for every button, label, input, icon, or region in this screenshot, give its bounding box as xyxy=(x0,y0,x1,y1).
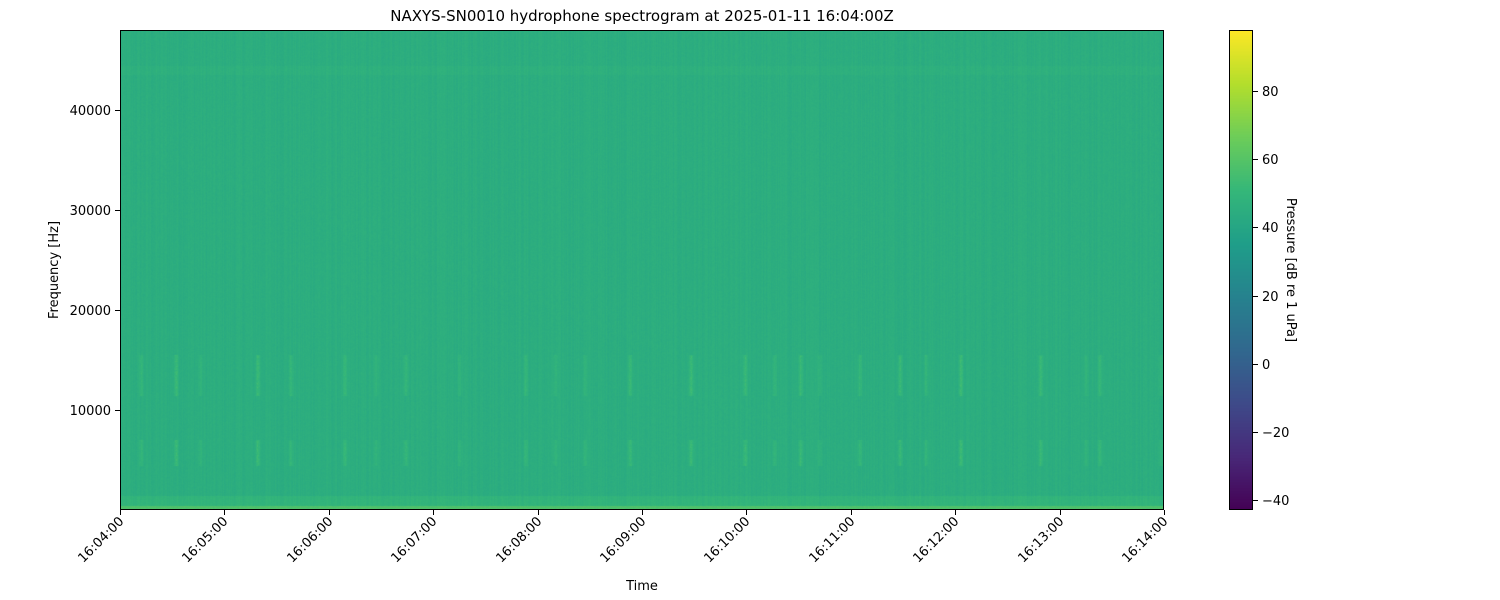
x-tick-label: 16:11:00 xyxy=(806,514,858,566)
y-tick-label: 10000 xyxy=(70,404,111,419)
y-tick-label: 30000 xyxy=(70,204,111,219)
x-tick-label: 16:04:00 xyxy=(75,514,127,566)
y-axis-label: Frequency [Hz] xyxy=(47,221,62,319)
x-tick-label: 16:14:00 xyxy=(1119,514,1171,566)
colorbar-tick-label: −40 xyxy=(1262,494,1289,509)
colorbar-tick-label: 20 xyxy=(1262,290,1279,305)
colorbar-frame xyxy=(1229,30,1253,510)
x-axis-label: Time xyxy=(625,579,658,594)
y-tick-label: 20000 xyxy=(70,304,111,319)
x-tick-label: 16:13:00 xyxy=(1015,514,1067,566)
x-tick-label: 16:10:00 xyxy=(701,514,753,566)
chart-title: NAXYS-SN0010 hydrophone spectrogram at 2… xyxy=(390,7,894,25)
spectrogram-image xyxy=(120,30,1164,510)
plot-frame xyxy=(120,30,1164,510)
colorbar-gradient xyxy=(1229,30,1253,510)
colorbar-tick-label: 60 xyxy=(1262,153,1279,168)
colorbar-tick-label: 0 xyxy=(1262,358,1270,373)
x-tick-label: 16:05:00 xyxy=(179,514,231,566)
colorbar-label: Pressure [dB re 1 uPa] xyxy=(1283,198,1298,342)
colorbar-tick-label: −20 xyxy=(1262,426,1289,441)
x-tick-label: 16:08:00 xyxy=(493,514,545,566)
colorbar-tick-label: 40 xyxy=(1262,221,1279,236)
x-tick-label: 16:07:00 xyxy=(388,514,440,566)
colorbar-tick-label: 80 xyxy=(1262,85,1279,100)
x-tick-label: 16:12:00 xyxy=(910,514,962,566)
x-tick-label: 16:06:00 xyxy=(284,514,336,566)
y-tick-label: 40000 xyxy=(70,104,111,119)
x-tick-label: 16:09:00 xyxy=(597,514,649,566)
